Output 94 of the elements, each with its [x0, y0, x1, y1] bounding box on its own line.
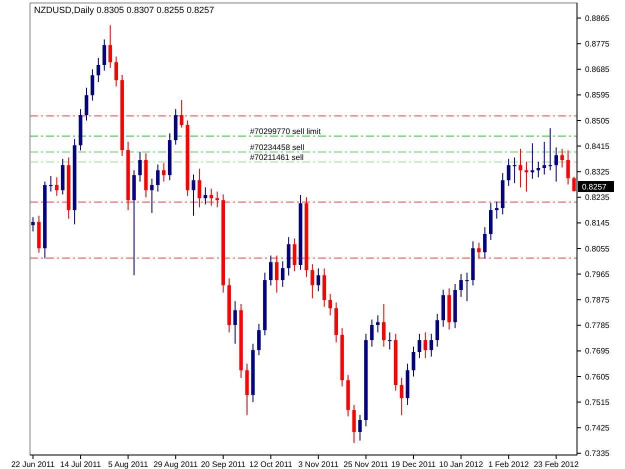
y-tick-label: 0.8685: [585, 65, 610, 74]
x-tick-label: 29 Aug 2011: [153, 460, 198, 469]
candlestick: [49, 175, 53, 192]
text: 0.8257: [582, 182, 608, 192]
candlestick: [210, 188, 214, 206]
x-tick-label: 12 Oct 2011: [249, 460, 293, 469]
ref-line-label: #70299770 sell limit: [250, 127, 322, 136]
candlestick: [388, 332, 392, 350]
candlestick: [530, 142, 534, 180]
candlestick: [459, 274, 463, 298]
y-tick-label: 0.8775: [585, 39, 610, 48]
x-tick-label: 19 Dec 2011: [391, 460, 436, 469]
x-tick-label: 3 Nov 2011: [298, 460, 340, 469]
candlestick: [477, 242, 481, 259]
candlestick: [435, 313, 440, 348]
y-tick-label: 0.8415: [585, 142, 610, 151]
y-tick-label: 0.7335: [585, 449, 610, 458]
candlestick: [548, 128, 552, 171]
ref-line-label: #70234458 sell: [250, 143, 304, 152]
candlestick: [566, 150, 570, 185]
candlestick: [382, 303, 386, 348]
x-tick-label: 5 Aug 2011: [108, 460, 149, 469]
candlestick: [84, 87, 88, 121]
chart-title: NZDUSD,Daily 0.8305 0.8307 0.8255 0.8257: [34, 5, 214, 15]
candlestick: [274, 255, 279, 294]
x-tick-label: 10 Jan 2012: [439, 460, 484, 469]
candlestick: [536, 161, 540, 178]
candlestick: [257, 323, 261, 356]
y-tick-label: 0.7605: [585, 372, 610, 382]
candlestick: [162, 162, 166, 182]
ref-line-label: #70211461 sell: [250, 153, 304, 162]
y-tick-label: 0.8865: [585, 14, 610, 23]
candlestick: [506, 158, 510, 186]
candlestick: [465, 272, 469, 302]
y-tick-label: 0.7965: [585, 270, 610, 279]
y-tick-label: 0.8505: [585, 116, 610, 126]
candlestick: [489, 202, 493, 240]
candlestick: [150, 178, 154, 214]
x-tick-label: 25 Nov 2011: [344, 460, 389, 469]
x-tick-label: 14 Jul 2011: [60, 460, 102, 469]
candlestick: [233, 300, 237, 344]
candlestick: [572, 176, 576, 192]
candlestick: [412, 346, 416, 377]
candlestick: [108, 24, 112, 68]
candlestick: [560, 148, 564, 168]
candlestick: [418, 333, 422, 358]
candlestick: [198, 168, 202, 208]
candlestick: [192, 174, 196, 216]
candlestick: [542, 141, 546, 176]
candlestick: [180, 100, 184, 128]
candlestick: [280, 260, 284, 288]
candlestick: [54, 176, 59, 196]
candlestick: [400, 377, 404, 416]
candlestick: [156, 164, 160, 192]
y-tick-label: 0.7425: [585, 423, 610, 432]
candlestick: [292, 238, 296, 272]
candlestick: [31, 216, 35, 232]
candlestick: [554, 147, 558, 182]
candlestick: [370, 319, 374, 348]
candlestick: [310, 264, 314, 299]
candlestick: [138, 151, 142, 182]
candlestick: [216, 191, 220, 208]
y-tick-label: 0.7785: [585, 321, 610, 330]
y-tick-label: 0.8325: [585, 167, 610, 176]
candlestick: [376, 314, 380, 333]
candlestick: [494, 201, 499, 220]
y-tick-label: 0.7515: [585, 398, 610, 407]
candlestick: [518, 148, 522, 188]
candlestick: [269, 255, 273, 286]
y-tick-label: 0.8235: [585, 193, 610, 202]
candlestick: [90, 68, 94, 102]
y-tick-label: 0.8595: [585, 90, 610, 100]
candlestick: [358, 414, 362, 441]
candlestick: [483, 226, 487, 259]
candlestick: [328, 294, 332, 316]
candlestick: [524, 161, 528, 192]
y-tick-label: 0.7695: [585, 346, 610, 356]
y-tick-label: 0.7875: [585, 295, 610, 304]
candlestick: [204, 186, 208, 205]
candlestick: [286, 236, 290, 276]
candlestick: [352, 404, 356, 444]
candlestick: [316, 268, 320, 292]
candlestick: [102, 38, 106, 72]
x-tick-label: 22 Jun 2011: [11, 460, 56, 469]
candlestick: [114, 56, 118, 87]
candlestick: [96, 57, 100, 83]
x-tick-label: 23 Feb 2012: [534, 460, 580, 469]
candlestick: [430, 333, 434, 358]
x-tick-label: 20 Sep 2011: [200, 460, 246, 469]
y-tick-label: 0.8145: [585, 218, 610, 228]
candlestick: [424, 332, 428, 358]
y-tick-label: 0.8055: [585, 244, 610, 254]
candlestick: [512, 156, 516, 184]
x-tick-label: 1 Feb 2012: [488, 460, 530, 469]
